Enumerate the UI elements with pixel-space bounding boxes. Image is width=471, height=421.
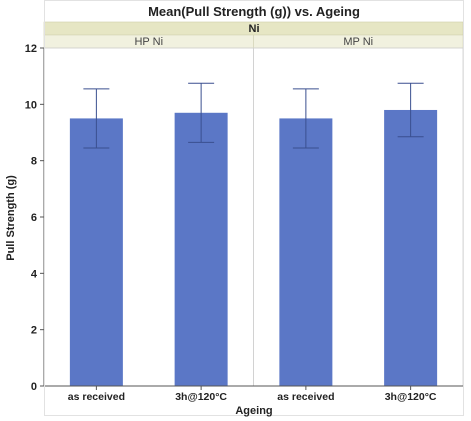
- panels-layer: HP Ni as received 3h@120°C MP Ni as received…: [43, 34, 464, 403]
- bar: [69, 118, 123, 387]
- y-tick-label: 4: [31, 268, 38, 280]
- x-tick-label: as received: [277, 391, 334, 403]
- group-header-label: Ni: [249, 23, 260, 35]
- y-tick-label: 12: [25, 43, 37, 55]
- x-tick-label: 3h@120°C: [175, 391, 227, 403]
- y-tick-label: 2: [31, 325, 37, 337]
- y-tick-label: 6: [31, 212, 37, 224]
- panel-2: MP Ni as received 3h@120°C: [253, 34, 464, 403]
- panel-header-label: HP Ni: [134, 36, 163, 48]
- chart-title: Mean(Pull Strength (g)) vs. Ageing: [148, 4, 360, 19]
- y-tick-label: 10: [25, 99, 37, 111]
- figure-frame: [44, 0, 464, 416]
- x-tick-label: 3h@120°C: [385, 391, 437, 403]
- y-axis: 0 2 4 6 8 10 12: [25, 0, 464, 416]
- x-tick-label: as received: [68, 391, 125, 403]
- y-axis-label: Pull Strength (g): [5, 175, 17, 261]
- bar: [174, 112, 228, 387]
- y-tick-label: 0: [31, 381, 37, 393]
- x-axis-label: Ageing: [235, 405, 272, 417]
- panel-1: HP Ni as received 3h@120°C: [43, 34, 254, 403]
- panel-header-label: MP Ni: [343, 36, 373, 48]
- bar: [384, 109, 438, 386]
- y-tick-label: 8: [31, 156, 37, 168]
- bar: [279, 118, 333, 387]
